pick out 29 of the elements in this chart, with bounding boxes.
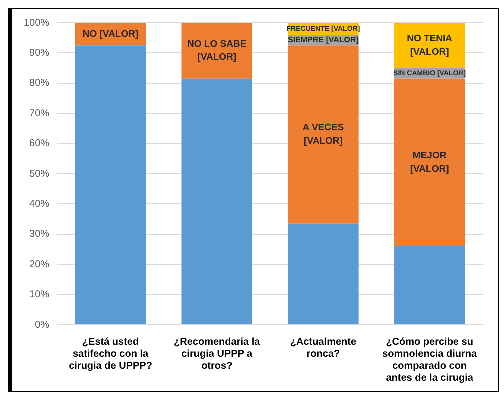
x-tick-label: ¿Está usted satifecho con la cirugia de UPPP?	[69, 336, 152, 372]
y-tick-label: 40%	[30, 198, 50, 210]
bar	[394, 23, 466, 68]
data-label: NO [VALOR]	[82, 28, 139, 40]
bar	[288, 224, 359, 324]
data-label: NO LO SABE [VALOR]	[188, 38, 247, 64]
y-tick-label: 50%	[30, 168, 50, 180]
bar	[182, 78, 252, 324]
x-tick-label: ¿Cómo percibe su somnolencia diurna comparado con antes de la cirugia	[382, 336, 478, 384]
x-tick-label: ¿Recomendaria la cirugia UPPP a otros?	[174, 336, 261, 372]
y-tick-label: 70%	[30, 108, 50, 120]
x-tick-label: ¿Actualmente ronca?	[290, 336, 357, 360]
data-label: MEJOR [VALOR]	[410, 150, 450, 175]
y-tick-label: 100%	[24, 18, 50, 29]
y-tick-label: 30%	[30, 229, 50, 240]
bar	[394, 78, 466, 246]
y-tick-label: 20%	[30, 259, 50, 270]
bar	[75, 46, 146, 324]
bar	[182, 23, 252, 79]
y-tick-label: 90%	[30, 48, 50, 59]
data-label: NO TENIA [VALOR]	[407, 34, 453, 58]
bar	[394, 246, 466, 324]
y-tick-label: 0%	[35, 320, 50, 331]
y-tick-label: 80%	[30, 78, 50, 90]
bar	[288, 46, 359, 224]
y-tick-label: 60%	[30, 138, 50, 150]
data-label: SIEMPRE [VALOR]	[288, 36, 360, 45]
data-label: A VECES [VALOR]	[302, 122, 344, 148]
y-tick-label: 10%	[30, 290, 50, 301]
